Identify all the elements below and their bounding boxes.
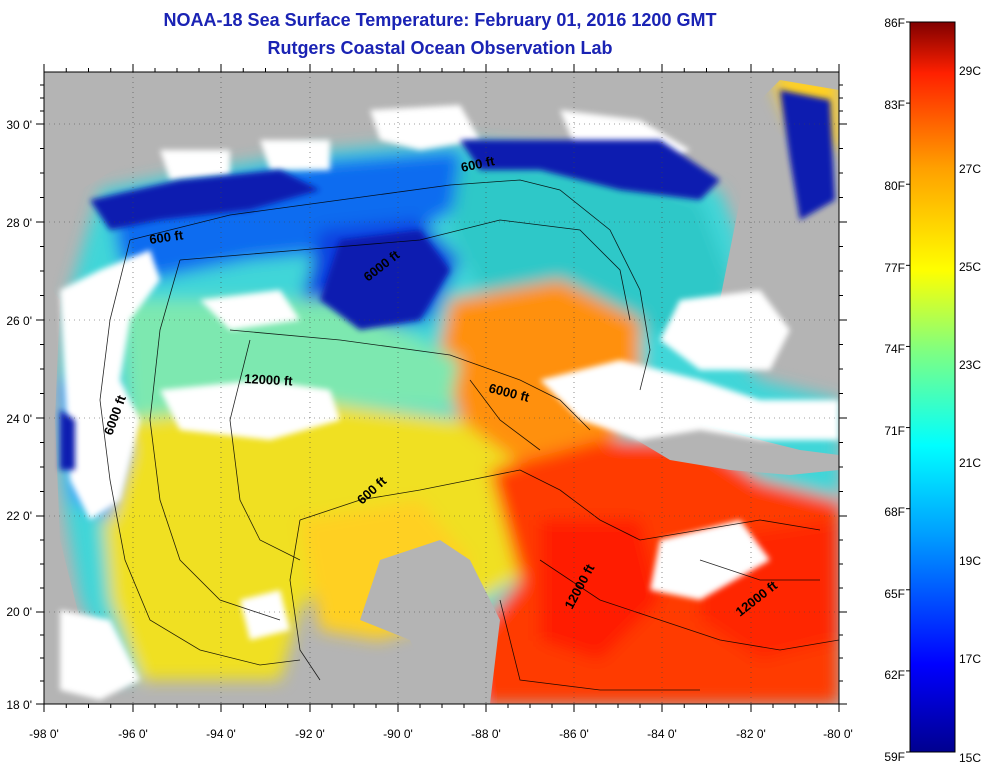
lat-tick-label: 24 0' (6, 412, 32, 426)
colorbar-f-label: 68F (884, 505, 905, 519)
mexico-west-land (44, 280, 110, 704)
lon-tick-label: -98 0' (29, 727, 59, 741)
colorbar-f-label: 80F (884, 179, 905, 193)
colorbar: 86F 83F 80F 77F 74F 71F 68F 65F 62F 59F … (884, 16, 981, 765)
colorbar-c-label: 27C (959, 162, 981, 176)
lat-tick-label: 26 0' (6, 314, 32, 328)
lat-tick-label: 18 0' (6, 698, 32, 712)
us-gulf-coast-land (44, 72, 839, 280)
colorbar-c-label: 17C (959, 652, 981, 666)
map-plot-area: 600 ft 600 ft 6000 ft 12000 ft 6000 ft 6… (44, 72, 839, 704)
colorbar-f-label: 77F (884, 261, 905, 275)
depth-label: 12000 ft (244, 371, 294, 389)
depth-contours (99, 179, 839, 691)
latitude-axis: 18 0' 20 0' 22 0' 24 0' 26 0' 28 0' 30 0… (6, 118, 32, 712)
colorbar-c-label: 15C (959, 751, 981, 765)
colorbar-f-label: 65F (884, 587, 905, 601)
lat-tick-label: 28 0' (6, 216, 32, 230)
lon-tick-label: -80 0' (823, 727, 853, 741)
longitude-axis: -98 0' -96 0' -94 0' -92 0' -90 0' -88 0… (29, 727, 853, 741)
lon-tick-label: -94 0' (206, 727, 236, 741)
depth-label: 600 ft (148, 227, 184, 247)
map-subtitle: Rutgers Coastal Ocean Observation Lab (267, 38, 613, 58)
colorbar-f-label: 59F (884, 750, 905, 764)
colorbar-c-label: 21C (959, 456, 981, 470)
colorbar-f-label: 83F (884, 98, 905, 112)
lon-tick-label: -84 0' (647, 727, 677, 741)
lon-tick-label: -88 0' (471, 727, 501, 741)
lon-tick-label: -82 0' (736, 727, 766, 741)
cold-coastal-water (60, 90, 835, 470)
lon-tick-label: -92 0' (295, 727, 325, 741)
colorbar-f-label: 86F (884, 16, 905, 30)
yucatan-land (360, 540, 500, 704)
lon-tick-label: -86 0' (559, 727, 589, 741)
axis-ticks (36, 64, 847, 712)
lon-tick-label: -90 0' (383, 727, 413, 741)
lon-tick-label: -96 0' (118, 727, 148, 741)
lat-tick-label: 20 0' (6, 605, 32, 619)
colorbar-scale (909, 21, 956, 753)
depth-label: 600 ft (460, 153, 497, 175)
graticule (44, 72, 839, 704)
colorbar-c-label: 29C (959, 64, 981, 78)
colorbar-f-label: 62F (884, 668, 905, 682)
colorbar-f-label: 71F (884, 424, 905, 438)
colorbar-c-label: 23C (959, 358, 981, 372)
lat-tick-label: 22 0' (6, 509, 32, 523)
map-title: NOAA-18 Sea Surface Temperature: Februar… (163, 10, 717, 30)
colorbar-c-label: 19C (959, 554, 981, 568)
colorbar-c-label: 25C (959, 260, 981, 274)
colorbar-f-label: 74F (884, 342, 905, 356)
lat-tick-label: 30 0' (6, 118, 32, 132)
